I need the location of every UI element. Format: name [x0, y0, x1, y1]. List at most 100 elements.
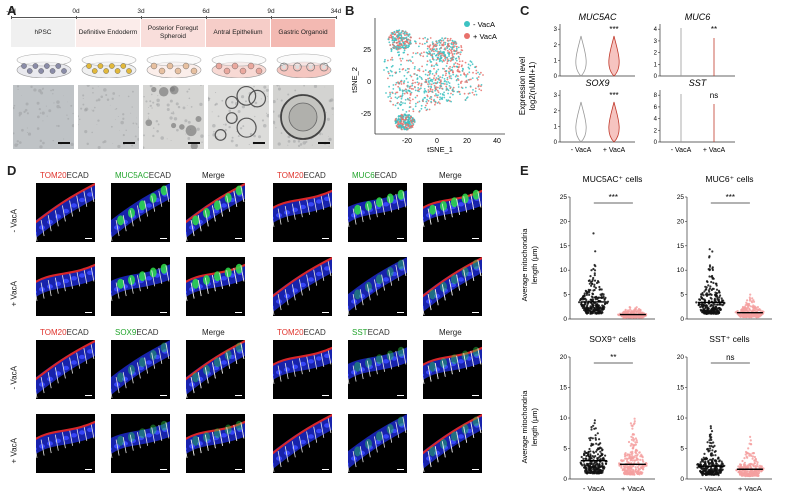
y-tick-label: 20: [560, 218, 568, 225]
data-point: [709, 447, 712, 450]
data-point: [601, 465, 604, 468]
fluorescence-image: [111, 257, 170, 316]
data-point: [633, 456, 636, 459]
scale-bar: [322, 468, 329, 470]
channel-label: Merge: [439, 328, 462, 337]
tsne-point: [412, 108, 415, 110]
tsne-point: [426, 38, 429, 40]
data-point: [603, 306, 606, 309]
tsne-point: [431, 47, 434, 50]
tsne-point: [404, 102, 406, 105]
data-point: [722, 303, 725, 306]
tsne-point: [403, 80, 406, 82]
data-point: [594, 434, 597, 437]
tsne-point: [408, 106, 411, 109]
data-point: [583, 297, 586, 300]
tsne-point: [408, 127, 411, 130]
culture-dish-icon: [16, 53, 72, 78]
data-point: [753, 313, 756, 316]
tsne-point: [444, 54, 447, 57]
violin-shape: [575, 101, 587, 143]
tsne-point: [391, 59, 394, 61]
data-point: [746, 464, 749, 467]
data-point: [593, 283, 596, 286]
tsne-point: [418, 110, 421, 112]
tsne-point: [397, 96, 400, 98]
tsne-point: [405, 46, 408, 49]
tsne-point: [419, 53, 421, 56]
tsne-point: [437, 86, 439, 89]
y-tick-label: 10: [677, 415, 685, 422]
tsne-point: [423, 88, 426, 90]
data-point: [589, 453, 592, 456]
tsne-point: [449, 96, 451, 99]
data-point: [591, 280, 594, 283]
data-point: [751, 297, 754, 300]
data-point: [622, 315, 625, 319]
tsne-point: [427, 83, 429, 86]
tsne-point: [452, 71, 454, 74]
data-point: [746, 452, 749, 455]
tsne-point: [435, 54, 437, 57]
data-point: [592, 424, 595, 427]
data-point: [711, 266, 714, 269]
y-tick-label: 15: [677, 385, 685, 392]
data-point: [712, 441, 715, 444]
tsne-point: [430, 96, 433, 98]
tsne-point: [434, 49, 437, 52]
data-point: [634, 441, 637, 444]
data-point: [710, 436, 713, 439]
y-tick-label: 20: [677, 218, 685, 225]
data-point: [711, 468, 714, 471]
data-point: [630, 424, 633, 427]
tsne-point: [441, 87, 443, 90]
data-point: [742, 315, 745, 318]
tsne-point: [435, 44, 438, 47]
tsne-point: [466, 96, 469, 98]
data-point: [582, 457, 585, 460]
data-point: [579, 297, 583, 301]
fluorescence-image: [423, 340, 482, 399]
data-point: [593, 461, 596, 464]
data-point: [590, 426, 593, 429]
data-point: [709, 285, 712, 288]
fluorescence-image: [273, 257, 332, 316]
tsne-point: [407, 46, 409, 49]
scale-bar: [472, 237, 479, 239]
panel-label-d: D: [7, 163, 17, 178]
data-point: [633, 417, 636, 420]
data-point: [751, 470, 754, 473]
tsne-point: [390, 36, 393, 39]
tsne-point: [400, 60, 402, 62]
significance-label: **: [610, 353, 616, 362]
y-tick-label: 3: [554, 93, 558, 99]
data-point: [704, 310, 707, 313]
scale-bar: [85, 394, 92, 396]
tsne-point: [393, 30, 396, 33]
data-point: [744, 470, 747, 473]
culture-dish-icon: [276, 53, 332, 78]
data-point: [597, 312, 600, 315]
tsne-point: [429, 48, 431, 50]
data-point: [596, 462, 599, 465]
fluorescence-image: [348, 183, 407, 242]
data-point: [637, 470, 640, 474]
tsne-point: [451, 43, 453, 46]
data-point: [589, 439, 592, 442]
tsne-point: [435, 48, 438, 50]
data-point: [602, 295, 605, 298]
data-point: [751, 474, 754, 477]
data-point: [596, 432, 599, 435]
data-point: [753, 462, 756, 465]
tsne-point: [473, 93, 476, 96]
data-point: [585, 462, 589, 465]
tsne-point: [405, 77, 408, 80]
data-point: [716, 312, 719, 315]
tsne-point: [413, 67, 416, 70]
y-axis-label: Expression level: [518, 57, 527, 115]
data-point: [757, 474, 760, 477]
data-point: [708, 444, 711, 448]
tsne-point: [436, 53, 438, 56]
scale-bar: [235, 468, 242, 470]
data-point: [715, 466, 718, 469]
